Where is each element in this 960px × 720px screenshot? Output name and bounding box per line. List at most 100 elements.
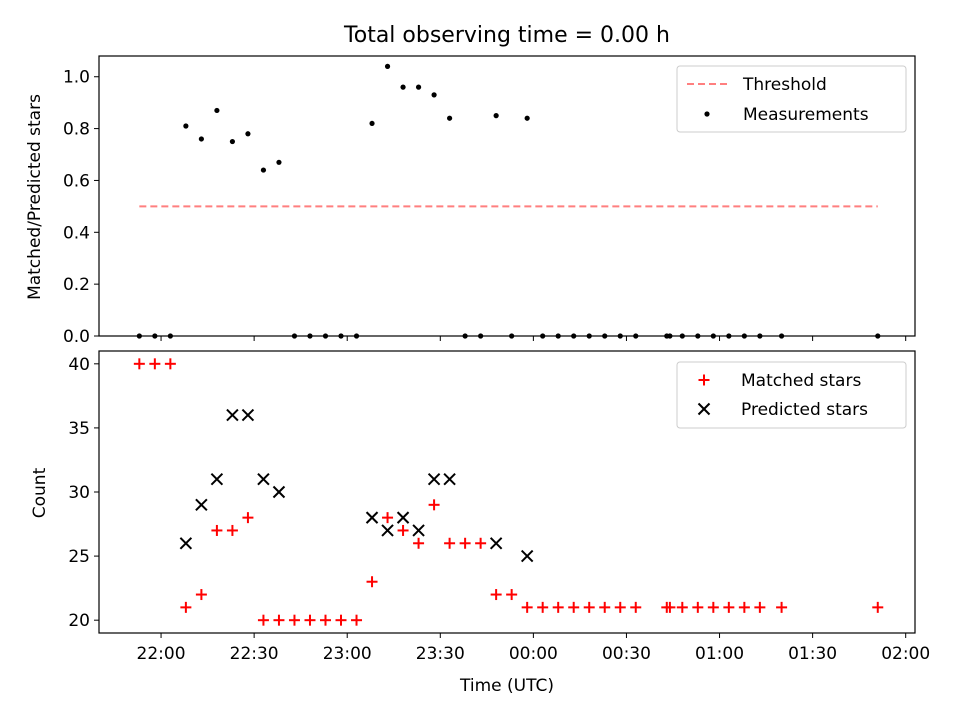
legend-predicted-label: Predicted stars [741, 400, 868, 420]
legend-matched-marker [698, 374, 710, 386]
x-tick-label: 00:30 [602, 644, 651, 664]
predicted-star-point-b [396, 511, 410, 524]
predicted-star-point [257, 472, 270, 486]
predicted-star-point [195, 498, 208, 512]
matched-star-point [707, 601, 719, 613]
measurement-point [369, 120, 375, 127]
top-y-tick-label: 0.6 [63, 171, 90, 191]
predicted-star-point [272, 485, 286, 499]
matched-star-point [475, 537, 487, 549]
top-chart-ylabel: Matched/Predicted stars [25, 94, 45, 300]
measurement-point [276, 159, 282, 165]
matched-star-point [304, 614, 316, 626]
matched-star-point [599, 601, 611, 613]
predicted-star-point-b [443, 472, 456, 486]
measurement-point [384, 63, 391, 69]
matched-star-point [149, 358, 161, 370]
top-y-tick-label: 0.2 [63, 275, 90, 295]
matched-star-point [459, 537, 471, 549]
measurement-point [198, 136, 204, 142]
matched-star-point [444, 537, 456, 549]
top-y-tick-label: 0.0 [63, 327, 90, 347]
measurement-point [260, 167, 267, 173]
x-tick-label: 01:30 [788, 644, 837, 664]
x-tick-label: 22:00 [137, 644, 186, 664]
bottom-legend: Matched stars Predicted stars [676, 361, 907, 429]
matched-star-point [226, 524, 238, 536]
matched-star-point [692, 601, 704, 613]
matched-star-point [537, 601, 549, 613]
predicted-star-point-b [489, 537, 503, 550]
predicted-star-point [443, 472, 456, 486]
matched-star-point [319, 614, 331, 626]
predicted-star-point [489, 537, 503, 550]
predicted-star-point [226, 408, 239, 422]
bottom-chart-xlabel: Time (UTC) [459, 676, 554, 696]
legend-matched-swatch [698, 374, 710, 386]
legend-matched-label: Matched stars [741, 371, 861, 391]
matched-star-point [164, 358, 176, 370]
predicted-star-point-b [257, 472, 270, 486]
predicted-star-point [427, 472, 441, 486]
top-legend: Threshold Measurements [676, 65, 907, 133]
matched-star-point [754, 601, 766, 613]
predicted-star-point [381, 524, 394, 537]
measurement-point [493, 113, 499, 119]
matched-star-point [242, 512, 254, 524]
predicted-star-point [179, 537, 193, 550]
predicted-star-point [412, 524, 425, 537]
top-y-tick-label: 0.4 [63, 223, 90, 243]
x-tick-label: 00:00 [509, 644, 558, 664]
x-tick-label: 02:00 [881, 644, 930, 664]
matched-star-point [428, 499, 440, 511]
predicted-star-point [241, 408, 255, 422]
matched-star-point [351, 614, 363, 626]
predicted-star-point [365, 511, 379, 524]
x-tick-label: 22:30 [230, 644, 279, 664]
top-plot-area: 0.0 0.2 0.4 0.6 0.8 1.0 [63, 63, 907, 347]
measurement-point [214, 107, 220, 114]
bottom-y-tick-label: 35 [68, 419, 90, 439]
matched-star-point [133, 358, 145, 370]
measurement-point [415, 84, 422, 90]
matched-star-point [335, 614, 347, 626]
matched-star-point [382, 512, 394, 524]
legend-threshold-label: Threshold [742, 75, 827, 95]
matched-star-point [288, 614, 300, 626]
predicted-star-point-b [381, 524, 394, 537]
bottom-y-tick-label: 20 [68, 611, 90, 631]
matched-star-point [397, 524, 409, 536]
x-tick-label: 23:00 [323, 644, 372, 664]
measurement-point [229, 138, 236, 145]
legend-predicted-swatch [697, 402, 711, 416]
matched-star-point [195, 589, 207, 601]
bottom-plot-area: 22:00 22:30 23:00 23:30 00:00 00:30 01:00 01:30… [68, 355, 930, 664]
bottom-y-tick-label: 30 [68, 483, 90, 503]
top-legend-box [676, 65, 907, 133]
top-chart-title: Total observing time = 0.00 h [343, 23, 670, 48]
predicted-star-point-b [272, 485, 286, 499]
matched-star-point [413, 537, 425, 549]
matched-star-point [738, 601, 750, 613]
matched-star-point [257, 614, 269, 626]
matched-star-point [490, 589, 502, 601]
bottom-chart-ylabel: Count [30, 467, 50, 518]
matched-star-point [180, 601, 192, 613]
matched-star-point [273, 614, 285, 626]
bottom-y-tick-label: 40 [68, 355, 90, 375]
measurement-point [447, 115, 453, 121]
predicted-star-point-b [520, 549, 534, 563]
predicted-star-point-b [226, 408, 239, 422]
matched-star-point [366, 576, 378, 588]
matched-star-point [776, 601, 788, 613]
legend-measurements-swatch [704, 111, 710, 117]
bottom-legend-box [676, 361, 907, 429]
predicted-star-point [210, 472, 224, 486]
x-tick-label: 01:00 [695, 644, 744, 664]
measurement-point [245, 131, 251, 137]
matched-star-point [614, 601, 626, 613]
measurement-point [400, 84, 406, 90]
predicted-star-point [520, 549, 534, 563]
legend-predicted-marker-b [697, 402, 711, 416]
predicted-star-point-b [179, 537, 193, 550]
